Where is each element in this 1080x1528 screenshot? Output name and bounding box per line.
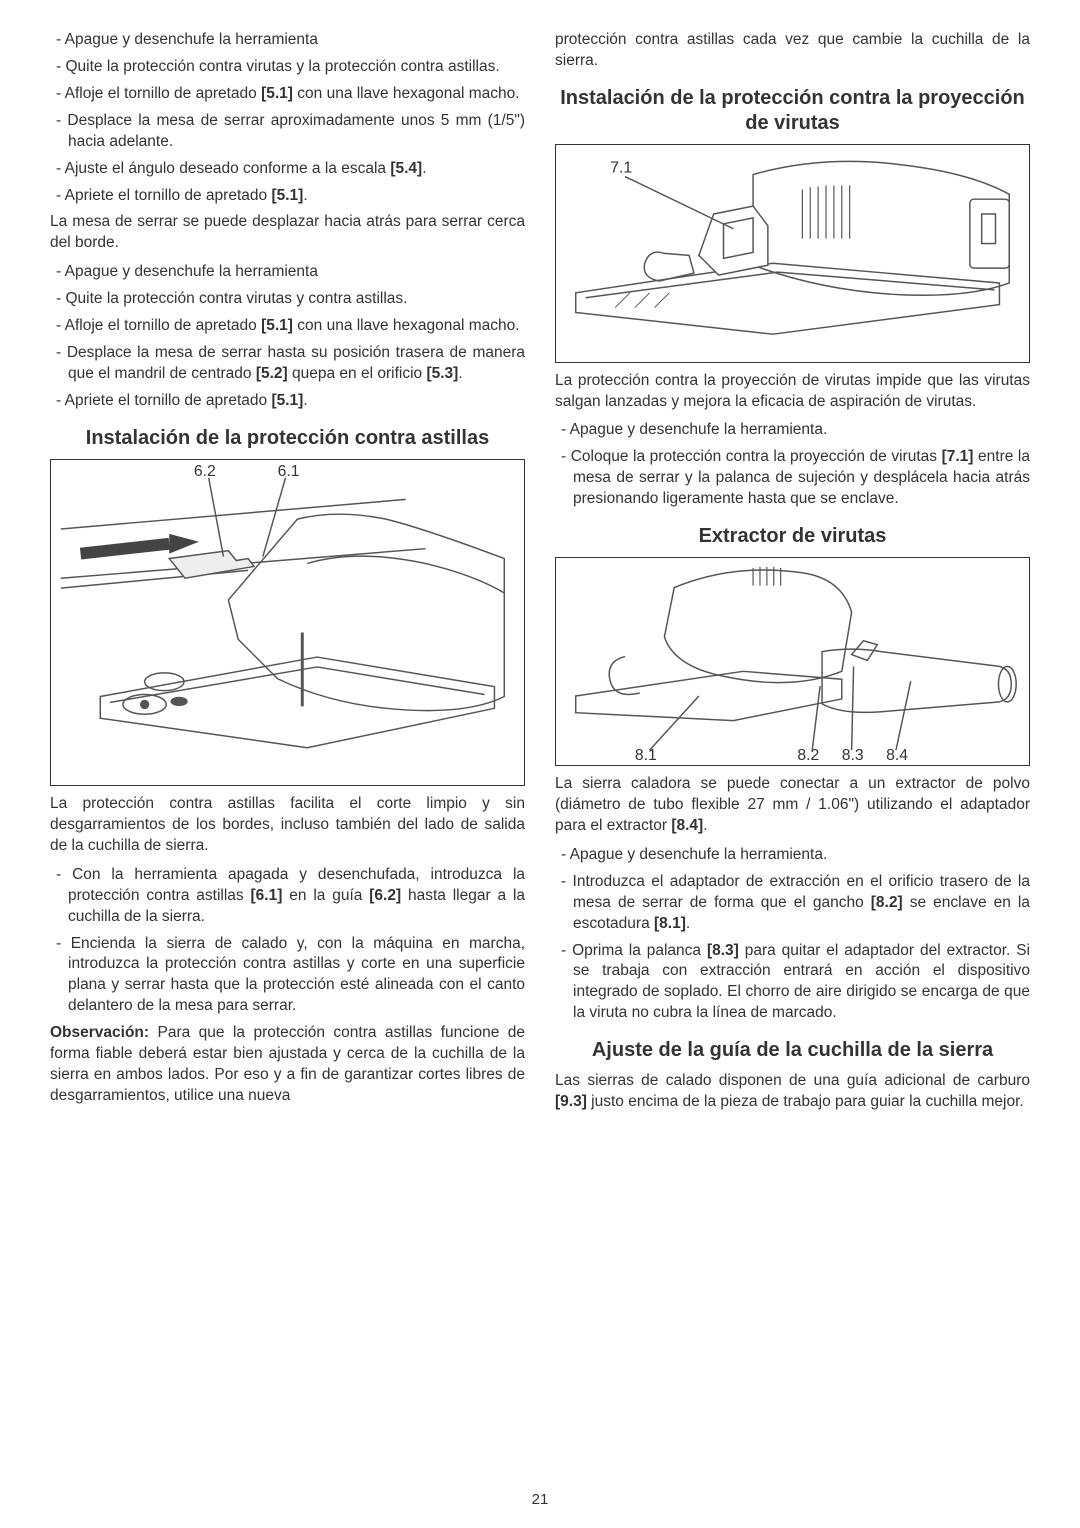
figure-7: 7.1 [555, 144, 1030, 363]
page-number: 21 [50, 1491, 1030, 1508]
figure-6-svg: 6.2 6.1 [51, 460, 524, 785]
list-item: Apriete el tornillo de apretado [5.1]. [50, 391, 525, 412]
left-column: Apague y desenchufe la herramienta Quite… [50, 30, 525, 1481]
fig6-label-62: 6.2 [194, 463, 216, 480]
list-item: Encienda la sierra de calado y, con la m… [50, 934, 525, 1018]
figure-8-svg: 8.1 8.2 8.3 8.4 [556, 558, 1029, 765]
paragraph: La sierra caladora se puede conectar a u… [555, 774, 1030, 837]
right-column: protección contra astillas cada vez que … [555, 30, 1030, 1481]
observation-label: Observación: [50, 1024, 149, 1041]
list-item: Apague y desenchufe la herramienta. [555, 845, 1030, 866]
paragraph: La protección contra la proyección de vi… [555, 371, 1030, 413]
list-item: Con la herramienta apagada y desenchufad… [50, 865, 525, 928]
list-item: Introduzca el adaptador de extracción en… [555, 872, 1030, 935]
heading-splinter-guard: Instalación de la protección contra asti… [50, 426, 525, 451]
figure-6: 6.2 6.1 [50, 459, 525, 786]
figure-7-svg: 7.1 [556, 145, 1029, 362]
paragraph: protección contra astillas cada vez que … [555, 30, 1030, 72]
heading-extractor: Extractor de virutas [555, 524, 1030, 549]
fig6-label-61: 6.1 [278, 463, 300, 480]
fig8-label-83: 8.3 [842, 747, 864, 764]
list-item: Apague y desenchufe la herramienta. [555, 420, 1030, 441]
figure-8: 8.1 8.2 8.3 8.4 [555, 557, 1030, 766]
fig8-label-84: 8.4 [886, 747, 908, 764]
heading-blade-guide: Ajuste de la guía de la cuchilla de la s… [555, 1038, 1030, 1063]
fig8-label-81: 8.1 [635, 747, 657, 764]
two-column-layout: Apague y desenchufe la herramienta Quite… [50, 30, 1030, 1481]
list-item: Oprima la palanca [8.3] para quitar el a… [555, 941, 1030, 1025]
list-item: Coloque la protección contra la proyecci… [555, 447, 1030, 510]
paragraph: La mesa de serrar se puede desplazar hac… [50, 212, 525, 254]
paragraph: Las sierras de calado disponen de una gu… [555, 1071, 1030, 1113]
list-item: Desplace la mesa de serrar hasta su posi… [50, 343, 525, 385]
list-item: Quite la protección contra virutas y con… [50, 289, 525, 310]
list-item: Apague y desenchufe la herramienta [50, 30, 525, 51]
fig7-label: 7.1 [610, 159, 632, 176]
list-item: Afloje el tornillo de apretado [5.1] con… [50, 84, 525, 105]
list-item: Ajuste el ángulo deseado conforme a la e… [50, 159, 525, 180]
fig8-label-82: 8.2 [797, 747, 819, 764]
heading-chip-guard: Instalación de la protección contra la p… [555, 86, 1030, 136]
paragraph-observation: Observación: Para que la protección cont… [50, 1023, 525, 1107]
list-item: Apriete el tornillo de apretado [5.1]. [50, 186, 525, 207]
list-item: Desplace la mesa de serrar aproximadamen… [50, 111, 525, 153]
list-item: Quite la protección contra virutas y la … [50, 57, 525, 78]
page: Apague y desenchufe la herramienta Quite… [0, 0, 1080, 1528]
paragraph: La protección contra astillas facilita e… [50, 794, 525, 857]
list-item: Afloje el tornillo de apretado [5.1] con… [50, 316, 525, 337]
list-item: Apague y desenchufe la herramienta [50, 262, 525, 283]
